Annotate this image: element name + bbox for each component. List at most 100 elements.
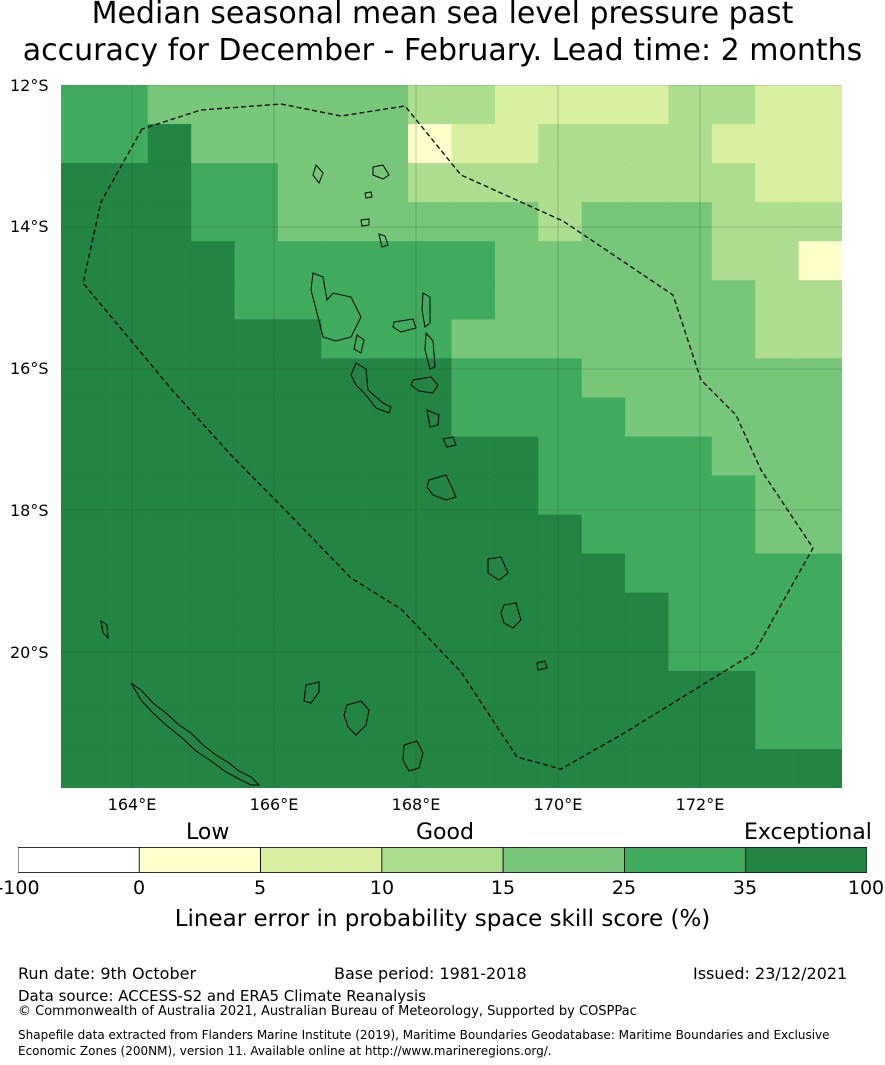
grid-cell bbox=[711, 514, 756, 555]
grid-cell bbox=[364, 202, 409, 242]
grid-cell bbox=[147, 514, 192, 555]
grid-cell bbox=[234, 241, 279, 281]
grid-cell bbox=[798, 319, 842, 359]
grid-cell bbox=[61, 436, 105, 477]
chart-title-line-1: Median seasonal mean sea level pressure … bbox=[91, 0, 794, 31]
grid-cell bbox=[364, 631, 409, 672]
grid-cell bbox=[625, 280, 670, 320]
grid-cell bbox=[581, 514, 626, 555]
grid-cell bbox=[61, 748, 105, 788]
grid-cell bbox=[408, 358, 453, 399]
grid-cell bbox=[451, 280, 496, 320]
colorbar-tick: 100 bbox=[847, 877, 885, 899]
lat-label-12s: 12°S bbox=[10, 76, 49, 95]
coastlines bbox=[100, 163, 548, 786]
grid-cell bbox=[798, 592, 842, 633]
lon-label-168e: 168°E bbox=[391, 795, 441, 814]
grid-cell bbox=[711, 202, 756, 242]
grid-cell bbox=[147, 670, 192, 711]
grid-cell bbox=[668, 670, 713, 711]
colorbar-segment bbox=[624, 847, 747, 873]
grid-cell bbox=[755, 670, 800, 711]
grid-cell bbox=[234, 748, 279, 788]
grid-cell bbox=[581, 475, 626, 516]
grid-cell bbox=[277, 475, 322, 516]
grid-cell bbox=[711, 709, 756, 750]
grid-cell bbox=[451, 475, 496, 516]
grid-cell bbox=[625, 358, 670, 399]
grid-cell bbox=[104, 436, 149, 477]
grid-cell bbox=[581, 436, 626, 477]
grid-cell bbox=[191, 475, 236, 516]
grid-cell bbox=[61, 163, 105, 203]
grid-cell bbox=[755, 202, 800, 242]
grid-cell bbox=[234, 553, 279, 594]
grid-cell bbox=[451, 592, 496, 633]
grid-cell bbox=[408, 397, 453, 438]
grid-cell bbox=[668, 358, 713, 399]
grid-cell bbox=[711, 358, 756, 399]
grid-cell bbox=[191, 319, 236, 359]
grid-cell bbox=[798, 358, 842, 399]
grid-cell bbox=[364, 85, 409, 125]
grid-cell bbox=[408, 85, 453, 125]
skill-grid bbox=[61, 85, 842, 788]
grid-cell bbox=[798, 163, 842, 203]
grid-cell bbox=[147, 592, 192, 633]
grid-cell bbox=[711, 592, 756, 633]
grid-cell bbox=[711, 85, 756, 125]
grid-cell bbox=[61, 397, 105, 438]
grid-cell bbox=[321, 436, 366, 477]
grid-cell bbox=[277, 241, 322, 281]
grid-cell bbox=[191, 436, 236, 477]
lat-label-18s: 18°S bbox=[10, 501, 49, 520]
grid-cell bbox=[104, 202, 149, 242]
grid-cell bbox=[625, 748, 670, 788]
grid-cell bbox=[191, 202, 236, 242]
grid-cell bbox=[538, 670, 583, 711]
grid-cell bbox=[408, 748, 453, 788]
grid-cell bbox=[755, 397, 800, 438]
grid-cell bbox=[625, 436, 670, 477]
grid-cell bbox=[625, 319, 670, 359]
grid-cell bbox=[191, 514, 236, 555]
colorbar-tick: 15 bbox=[490, 877, 516, 899]
colorbar-segment bbox=[18, 847, 140, 873]
grid-cell bbox=[538, 85, 583, 125]
grid-cell bbox=[494, 280, 539, 320]
grid-cell bbox=[538, 553, 583, 594]
grid-cell bbox=[364, 319, 409, 359]
grid-cell bbox=[408, 670, 453, 711]
grid-cell bbox=[61, 319, 105, 359]
grid-cell bbox=[277, 592, 322, 633]
grid-cell bbox=[798, 124, 842, 164]
grid-cell bbox=[538, 241, 583, 281]
grid-cell bbox=[494, 85, 539, 125]
grid-cell bbox=[147, 319, 192, 359]
grid-cell bbox=[581, 358, 626, 399]
colorbar-segment bbox=[381, 847, 504, 873]
grid-cell bbox=[668, 280, 713, 320]
grid-cell bbox=[364, 553, 409, 594]
colorbar-segment bbox=[138, 847, 261, 873]
issued-date: Issued: 23/12/2021 bbox=[693, 964, 848, 983]
grid-cell bbox=[61, 592, 105, 633]
grid-cell bbox=[321, 514, 366, 555]
grid-cell bbox=[581, 85, 626, 125]
grid-cell bbox=[798, 241, 842, 281]
grid-cell bbox=[451, 85, 496, 125]
grid-cell bbox=[711, 241, 756, 281]
grid-cell bbox=[104, 85, 149, 125]
grid-cell bbox=[755, 85, 800, 125]
grid-cell bbox=[191, 748, 236, 788]
grid-cell bbox=[234, 670, 279, 711]
grid-cell bbox=[494, 475, 539, 516]
grid-cell bbox=[581, 124, 626, 164]
grid-cell bbox=[147, 553, 192, 594]
grid-cell bbox=[408, 163, 453, 203]
grid-cell bbox=[494, 397, 539, 438]
skill-score-map bbox=[61, 85, 842, 788]
grid-cell bbox=[277, 358, 322, 399]
grid-cell bbox=[755, 631, 800, 672]
grid-cell bbox=[364, 436, 409, 477]
